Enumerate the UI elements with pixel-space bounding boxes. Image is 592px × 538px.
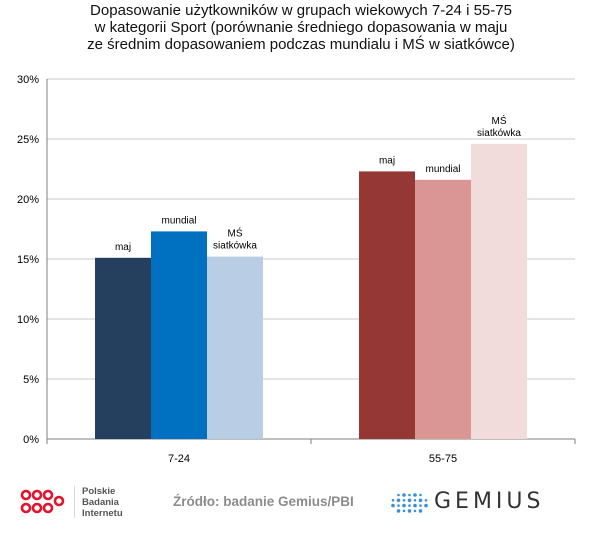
gemius-dot <box>402 509 406 513</box>
bar <box>95 257 151 439</box>
pbi-logo-icon <box>20 489 65 514</box>
gemius-dot <box>418 509 423 513</box>
chart-title: Dopasowanie użytkowników w grupach wieko… <box>70 2 532 53</box>
pbi-logo-text: Polskie Badania Internetu <box>82 486 123 519</box>
y-tick-label: 0% <box>23 434 39 446</box>
gemius-dot <box>402 499 406 502</box>
bar <box>151 231 207 439</box>
pbi-dot <box>42 489 54 501</box>
bar-label: maj <box>379 155 395 166</box>
gemius-dot <box>413 493 417 497</box>
gemius-dot <box>391 499 395 502</box>
bar-label: mundial <box>425 164 460 175</box>
gemius-dot <box>419 504 422 507</box>
pbi-dot <box>53 495 65 507</box>
footer: Polskie Badania Internetu Źródło: badani… <box>0 478 592 538</box>
y-tick-label: 30% <box>17 74 39 86</box>
source-note: Źródło: badanie Gemius/PBI <box>173 494 354 509</box>
gemius-dot <box>402 503 406 508</box>
bar <box>359 171 415 439</box>
bar <box>415 179 471 440</box>
bar-label: MŚ <box>228 227 243 240</box>
gemius-dot <box>413 503 417 508</box>
bar-label: siatkówka <box>477 128 521 139</box>
chart-title-line-3: ze średnim dopasowaniem podczas mundialu… <box>87 36 515 53</box>
gemius-dot <box>419 493 422 497</box>
gemius-dot <box>407 498 412 503</box>
chart-title-line-1: Dopasowanie użytkowników w grupach wieko… <box>90 2 512 19</box>
bar-label: maj <box>115 242 131 253</box>
bar <box>471 143 527 440</box>
chart-title-line-2: w kategorii Sport (porównanie średniego … <box>94 19 508 36</box>
y-tick-label: 20% <box>17 194 39 206</box>
gemius-dot <box>396 509 401 513</box>
y-tick-label: 5% <box>23 374 39 386</box>
pbi-dot <box>20 502 32 514</box>
bar-label: mundial <box>161 215 196 226</box>
gemius-dot <box>424 503 428 508</box>
gemius-dot <box>424 499 428 502</box>
bar <box>207 256 263 439</box>
gemius-dot <box>408 504 411 507</box>
gemius-dot <box>407 509 412 513</box>
gemius-dot <box>413 509 417 513</box>
bar-chart: 0%5%10%15%20%25%30%majmundialMŚsiatkówka… <box>17 74 576 465</box>
x-tick-label: 7-24 <box>168 453 190 465</box>
pbi-text-line-3: Internetu <box>82 508 123 519</box>
pbi-dot <box>42 502 54 514</box>
gemius-dot <box>397 493 400 497</box>
y-tick-label: 15% <box>17 254 39 266</box>
gemius-logo-text: GEMIUS <box>434 489 545 514</box>
y-tick-label: 10% <box>17 314 39 326</box>
gemius-dots-icon <box>391 493 428 513</box>
pbi-dot <box>31 502 43 514</box>
x-tick-label: 55-75 <box>429 453 457 465</box>
gemius-dot <box>408 493 411 497</box>
gemius-dot <box>396 498 401 503</box>
pbi-dot <box>20 489 32 501</box>
bar-label: siatkówka <box>213 241 257 252</box>
gemius-dot <box>418 498 423 503</box>
gemius-dot <box>413 499 417 502</box>
y-tick-label: 25% <box>17 134 39 146</box>
pbi-text-line-2: Badania <box>82 497 119 508</box>
pbi-text-line-1: Polskie <box>82 486 116 497</box>
logo-divider <box>74 486 75 518</box>
pbi-dot <box>31 489 43 501</box>
gemius-dot <box>402 493 406 497</box>
gemius-dot <box>391 503 395 508</box>
gemius-dot <box>397 504 400 507</box>
bar-label: MŚ <box>492 114 507 127</box>
